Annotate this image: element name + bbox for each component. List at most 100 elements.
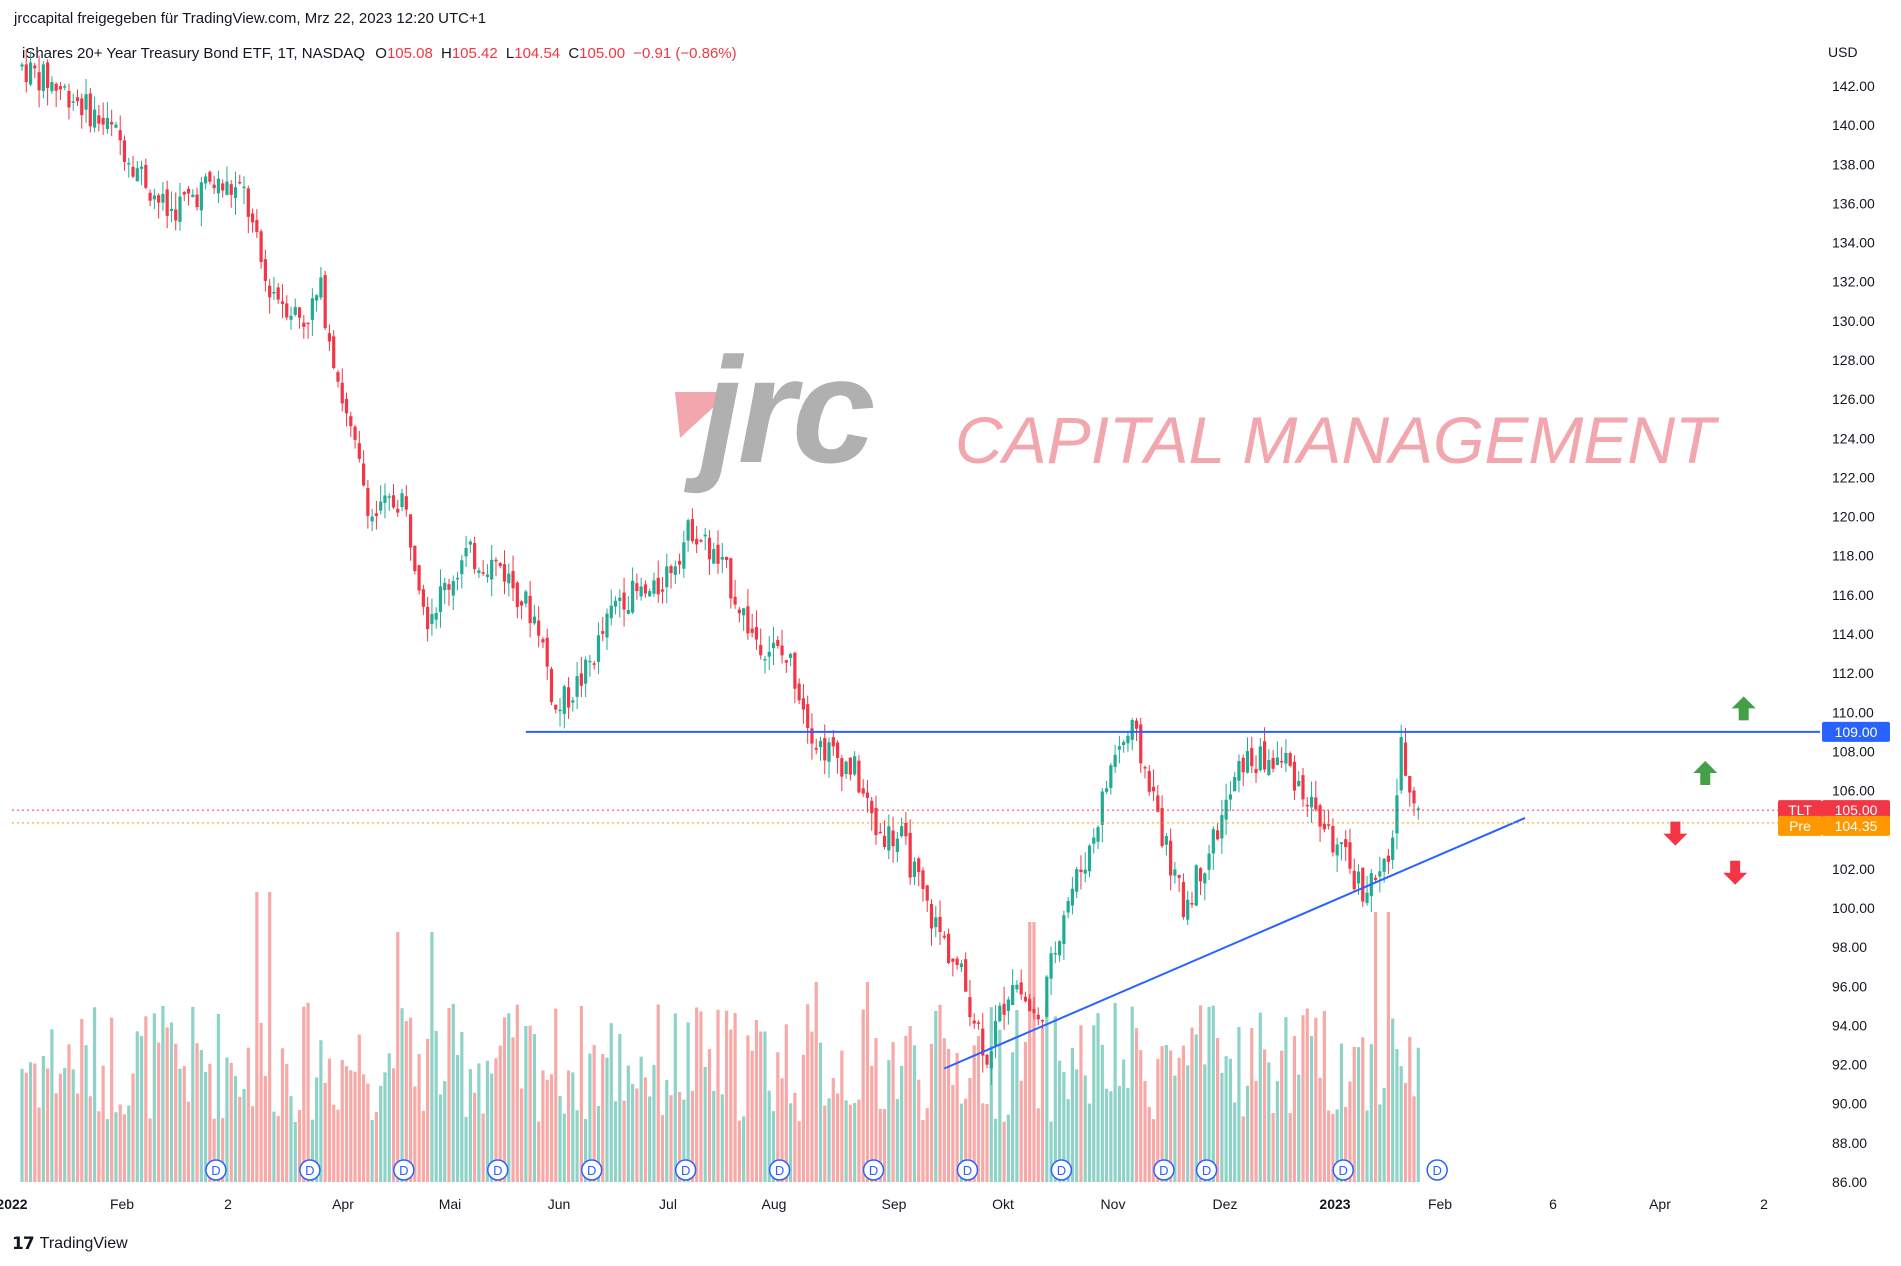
candle-body bbox=[135, 168, 139, 182]
volume-bar bbox=[844, 1100, 848, 1182]
candle-body bbox=[929, 903, 934, 929]
volume-bar bbox=[908, 1026, 912, 1182]
x-tick-label: Sep bbox=[882, 1196, 907, 1212]
candle-body bbox=[596, 635, 601, 662]
volume-bar bbox=[97, 1111, 101, 1182]
volume-bar bbox=[733, 1013, 737, 1182]
candle-body bbox=[579, 673, 583, 686]
volume-bar bbox=[853, 1103, 857, 1182]
volume-bar bbox=[455, 1054, 460, 1182]
candle-body bbox=[306, 322, 310, 325]
candle-body bbox=[635, 583, 639, 592]
candle-body bbox=[28, 62, 33, 85]
candle-body bbox=[310, 298, 314, 320]
candle-body bbox=[1284, 752, 1288, 764]
candle-body bbox=[908, 832, 912, 878]
volume-bar bbox=[289, 1096, 293, 1182]
volume-bar bbox=[677, 1092, 682, 1182]
price-axis[interactable]: 142.00 140.00 138.00 136.00 134.00 132.00 130.… bbox=[1832, 78, 1875, 1190]
tradingview-brand[interactable]: 𝟭𝟳 TradingView bbox=[12, 1234, 128, 1254]
candle-body bbox=[1156, 795, 1160, 812]
volume-bar bbox=[793, 1092, 797, 1182]
candle-body bbox=[1151, 786, 1156, 792]
volume-bar bbox=[238, 1096, 242, 1182]
candle-body bbox=[1292, 761, 1297, 791]
volume-bar bbox=[835, 1093, 840, 1182]
dividend-marker-circle bbox=[956, 1159, 979, 1181]
candle-body bbox=[677, 560, 682, 565]
volume-bar bbox=[707, 1049, 712, 1182]
volume-bar bbox=[771, 1111, 776, 1182]
candle-body bbox=[1023, 996, 1028, 1002]
volume-bar bbox=[985, 1104, 989, 1182]
candle-body bbox=[63, 86, 67, 88]
volume-bar bbox=[417, 1054, 421, 1182]
candle-body bbox=[438, 586, 443, 612]
dividend-marker-label: D bbox=[963, 1163, 972, 1178]
candle-body bbox=[1211, 829, 1215, 854]
volume-bar bbox=[490, 1073, 494, 1182]
candle-body bbox=[639, 586, 643, 597]
candle-body bbox=[92, 109, 97, 128]
volume-bar bbox=[139, 1035, 144, 1182]
volume-bar bbox=[88, 1096, 92, 1182]
candle-body bbox=[1070, 888, 1075, 906]
volume-bar bbox=[157, 1042, 161, 1182]
candle-body bbox=[541, 639, 545, 643]
volume-bar bbox=[925, 1108, 929, 1182]
volume-bar bbox=[306, 1002, 310, 1182]
volume-bar bbox=[652, 1064, 656, 1182]
candle-body bbox=[1335, 844, 1339, 856]
candle-body bbox=[285, 303, 289, 318]
y-tick-label: 92.00 bbox=[1832, 1057, 1867, 1073]
candle-body bbox=[246, 188, 250, 217]
candle-body bbox=[601, 631, 605, 634]
volume-bar bbox=[1403, 1082, 1408, 1182]
dividend-marker-circle bbox=[768, 1159, 791, 1181]
volume-bar bbox=[1335, 1109, 1339, 1182]
candle-body bbox=[865, 792, 870, 798]
x-tick-label: Jul bbox=[659, 1196, 677, 1212]
volume-bar bbox=[1395, 1049, 1399, 1182]
low-value: 104.54 bbox=[514, 45, 561, 62]
candle-body bbox=[1130, 720, 1134, 740]
volume-bar bbox=[818, 1042, 823, 1182]
symbol-tag: TLT bbox=[1788, 802, 1812, 818]
volume-bar bbox=[421, 1110, 425, 1182]
volume-bar bbox=[981, 1103, 985, 1182]
x-tick-label: 2 bbox=[1760, 1196, 1768, 1212]
y-tick-label: 128.00 bbox=[1832, 352, 1875, 368]
pre-tag: Pre bbox=[1789, 818, 1811, 834]
candle-body bbox=[528, 595, 532, 624]
volume-bar bbox=[716, 1009, 720, 1182]
candle-body bbox=[131, 166, 135, 177]
candle-body bbox=[776, 639, 780, 646]
candle-body bbox=[139, 166, 144, 169]
volume-bar bbox=[827, 1098, 831, 1182]
volume-bar bbox=[259, 1022, 263, 1182]
open-value: 105.08 bbox=[386, 45, 433, 62]
candle-body bbox=[835, 742, 840, 758]
candle-body bbox=[1139, 724, 1143, 764]
time-axis[interactable]: 2022 Feb 2 Apr Mai Jun Jul Aug Sep Okt Nov Dez 2023 F… bbox=[0, 1196, 1768, 1212]
dividend-marker: D bbox=[393, 1159, 415, 1181]
volume-bar bbox=[75, 1093, 80, 1182]
volume-bar bbox=[1075, 1069, 1079, 1182]
dividend-marker-label: D bbox=[399, 1163, 408, 1178]
dividend-marker: D bbox=[299, 1159, 321, 1181]
candle-body bbox=[925, 885, 929, 901]
candle-body bbox=[199, 182, 203, 211]
close-label: C bbox=[568, 45, 580, 62]
volume-bar bbox=[92, 1007, 97, 1182]
volume-bar bbox=[682, 1099, 686, 1182]
candle-body bbox=[631, 580, 635, 613]
candle-body bbox=[1271, 758, 1275, 769]
candle-body bbox=[1117, 746, 1121, 750]
x-tick-label: Aug bbox=[762, 1196, 787, 1212]
candle-body bbox=[1344, 839, 1348, 848]
volume-bar bbox=[622, 1100, 626, 1182]
candle-body bbox=[148, 192, 152, 201]
volume-bar bbox=[763, 1031, 767, 1182]
x-tick-label: Feb bbox=[1428, 1196, 1452, 1212]
